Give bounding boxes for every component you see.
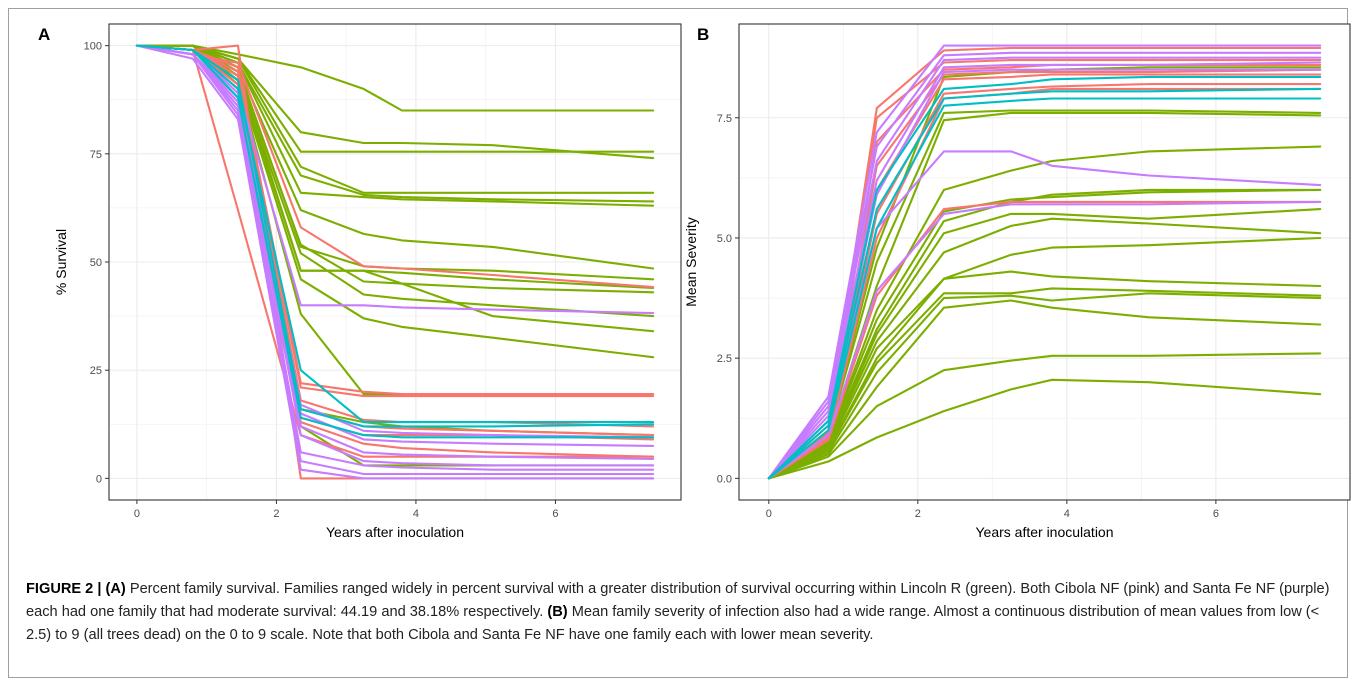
caption-part-a-label: (A)	[105, 581, 126, 597]
panel-b-letter: B	[697, 25, 709, 44]
x-tick-label: 2	[915, 508, 921, 520]
series-line-purple-32	[135, 44, 655, 476]
series-line-teal-32	[767, 87, 1322, 480]
series-lines-a	[135, 44, 655, 480]
series-line-green-2	[767, 352, 1322, 480]
panel-a: A 0 2 4 6 0 25 50 75 100 Years after inoculation%…	[38, 23, 682, 540]
major-grid-a	[109, 24, 681, 500]
y-tick-label: 5.0	[717, 233, 732, 245]
caption-part-a-text: Percent family survival. Families ranged…	[26, 581, 1330, 620]
x-axis-label-b: Years after inoculation	[975, 524, 1113, 540]
series-line-green-10	[767, 188, 1322, 480]
caption-figure-label: FIGURE 2 |	[26, 581, 102, 597]
y-tick-label: 0	[96, 473, 102, 485]
caption-part-b-text: Mean family severity of infection also h…	[26, 604, 1320, 643]
y-tick-label: 7.5	[717, 113, 732, 125]
series-line-purple-27	[767, 61, 1322, 480]
panel-border-b	[738, 23, 1351, 501]
series-line-green-7	[767, 236, 1322, 480]
series-line-purple-30	[767, 200, 1322, 480]
series-line-green-6	[767, 270, 1322, 480]
axis-ticks-b: 0 2 4 6 0.0 2.5 5.0 7.5	[717, 113, 1219, 520]
y-tick-label: 2.5	[717, 353, 732, 365]
y-tick-label: 50	[90, 257, 102, 269]
x-tick-label: 2	[273, 508, 279, 520]
y-axis-label-b: Mean Severity	[683, 217, 699, 306]
series-line-teal-36	[135, 44, 655, 439]
series-line-purple-24	[767, 44, 1322, 480]
series-line-green-4	[767, 292, 1322, 480]
x-tick-label: 6	[1213, 508, 1219, 520]
series-line-teal-31	[767, 75, 1322, 480]
panel-b: B 0 2 4 6 0.0 2.5 5.0 7.5 Years after inoculatio…	[683, 23, 1351, 540]
caption-part-b-label: (B)	[547, 604, 568, 620]
y-axis-label-a: % Survival	[53, 229, 69, 295]
series-line-purple-33	[135, 44, 655, 480]
figure-charts: A 0 2 4 6 0 25 50 75 100 Years after inoculation%…	[38, 23, 1351, 540]
series-lines-b	[767, 44, 1322, 480]
x-tick-label: 6	[552, 508, 558, 520]
y-tick-label: 0.0	[717, 473, 732, 485]
panel-a-letter: A	[38, 25, 50, 44]
series-line-teal-33	[767, 97, 1322, 480]
x-tick-label: 0	[134, 508, 140, 520]
series-line-green-9	[767, 208, 1322, 480]
x-tick-label: 4	[1064, 508, 1070, 520]
y-tick-label: 25	[90, 365, 102, 377]
axis-ticks-a: 0 2 4 6 0 25 50 75 100	[84, 41, 559, 520]
series-line-teal-35	[135, 44, 655, 428]
figure-caption: FIGURE 2 | (A) Percent family survival. …	[26, 578, 1336, 647]
x-axis-label-a: Years after inoculation	[326, 524, 464, 540]
series-line-purple-25	[767, 51, 1322, 480]
x-tick-label: 0	[766, 508, 772, 520]
y-tick-label: 100	[84, 41, 102, 53]
series-line-pink-23	[767, 200, 1322, 480]
x-tick-label: 4	[413, 508, 419, 520]
y-tick-label: 75	[90, 149, 102, 161]
series-line-green-3	[767, 299, 1322, 480]
series-line-green-1	[767, 378, 1322, 480]
series-line-purple-26	[767, 56, 1322, 480]
